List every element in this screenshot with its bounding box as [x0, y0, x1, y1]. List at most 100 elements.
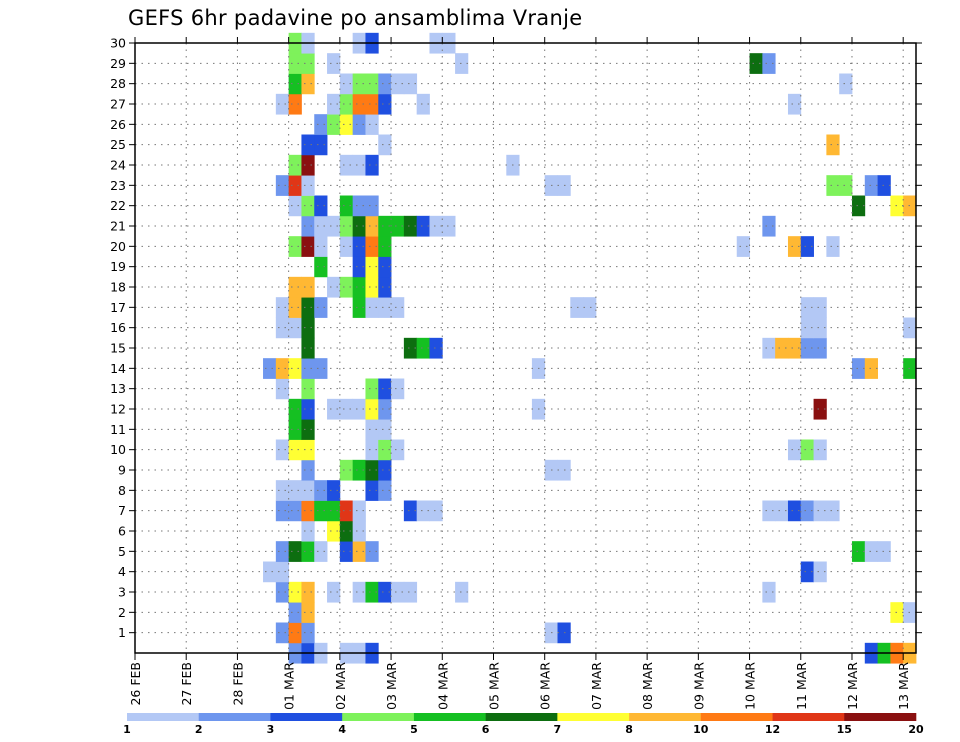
x-tick-label: 10 MAR [743, 662, 758, 710]
y-tick-label: 1 [118, 625, 126, 640]
heatmap-cell [365, 276, 379, 298]
heatmap-cell [263, 358, 277, 379]
heatmap-cell [378, 256, 392, 278]
heatmap-cell [288, 195, 302, 217]
heatmap-cell [288, 73, 302, 95]
heatmap-cell [352, 581, 366, 603]
heatmap-cell [455, 581, 469, 603]
heatmap-cell [864, 175, 878, 196]
x-tick-label: 07 MAR [589, 662, 604, 710]
x-tick-label: 08 MAR [640, 662, 655, 710]
heatmap-cell [762, 500, 776, 522]
heatmap-cell [365, 419, 379, 440]
heatmap-cell [339, 276, 354, 298]
x-tick-label: 01 MAR [282, 662, 297, 710]
heatmap-cell [826, 134, 840, 156]
heatmap-cell [301, 358, 315, 379]
heatmap-cell [378, 236, 392, 257]
heatmap-cell [275, 358, 290, 379]
heatmap-cell [429, 215, 443, 237]
y-tick-label: 25 [110, 137, 126, 152]
heatmap-cell [365, 215, 379, 237]
x-tick-label: 27 FEB [179, 662, 194, 706]
heatmap-cell [365, 541, 379, 562]
heatmap-cell [288, 358, 302, 379]
heatmap-cell [749, 53, 763, 74]
heatmap-cell [429, 500, 443, 522]
y-tick-label: 12 [110, 402, 126, 417]
heatmap-cell [339, 114, 354, 135]
heatmap-cell [301, 317, 315, 339]
heatmap-cell [301, 215, 315, 237]
x-tick-label: 04 MAR [435, 662, 450, 710]
heatmap-cell [314, 480, 328, 501]
heatmap-cell [800, 317, 814, 339]
y-tick-label: 3 [118, 585, 126, 600]
heatmap-cell [301, 581, 315, 603]
heatmap-cell [327, 520, 341, 542]
heatmap-cell [416, 215, 430, 237]
y-tick-label: 8 [118, 483, 126, 498]
heatmap-cell [301, 459, 315, 481]
heatmap-cell [275, 500, 290, 522]
heatmap-cell [378, 439, 392, 461]
y-tick-label: 24 [110, 158, 126, 173]
heatmap-cell [800, 297, 814, 318]
heatmap-cell [327, 215, 341, 237]
heatmap-cell [275, 541, 290, 562]
legend-label: 15 [837, 723, 852, 736]
heatmap-cell [365, 480, 379, 501]
y-tick-label: 19 [110, 259, 126, 274]
heatmap-cell [800, 439, 814, 461]
y-tick-label: 20 [110, 239, 126, 254]
heatmap-cell [327, 480, 341, 501]
heatmap-cell [275, 439, 290, 461]
heatmap-cell [301, 602, 315, 623]
heatmap-cell [275, 175, 290, 196]
heatmap-cell [365, 195, 379, 217]
heatmap-cell [352, 93, 366, 115]
heatmap-cell [787, 500, 802, 522]
heatmap-cell [352, 276, 366, 298]
heatmap-cell [301, 419, 315, 440]
heatmap-cell [314, 256, 328, 278]
y-tick-label: 9 [118, 463, 126, 478]
legend-label: 12 [765, 723, 780, 736]
heatmap-cell [365, 581, 379, 603]
x-tick-label: 12 MAR [845, 662, 860, 710]
heatmap-cell [327, 500, 341, 522]
x-tick-label: 11 MAR [794, 662, 809, 710]
color-legend: 1 2 3 4 5 6 7 8 10 12 15 20 [123, 713, 924, 736]
heatmap-cell [327, 276, 341, 298]
heatmap-cell [762, 581, 776, 603]
heatmap-cells [263, 32, 917, 664]
heatmap-cell [301, 73, 315, 95]
legend-swatch [772, 713, 845, 721]
y-tick-label: 2 [118, 605, 126, 620]
heatmap-cell [391, 378, 405, 400]
heatmap-cell [288, 276, 302, 298]
y-tick-label: 30 [110, 36, 126, 51]
heatmap-cell [365, 398, 379, 420]
x-tick-label: 26 FEB [128, 662, 143, 706]
heatmap-cell [877, 541, 891, 562]
legend-swatch [485, 713, 558, 721]
heatmap-cell [877, 175, 891, 196]
y-tick-label: 5 [118, 544, 126, 559]
heatmap-cell [275, 581, 290, 603]
heatmap-cell [864, 358, 878, 379]
heatmap-cell [391, 297, 405, 318]
y-tick-label: 11 [110, 422, 126, 437]
heatmap-cell [378, 73, 392, 95]
heatmap-cell [352, 500, 366, 522]
legend-label: 6 [482, 723, 490, 736]
legend-label: 5 [410, 723, 418, 736]
heatmap-cell [327, 581, 341, 603]
heatmap-cell [301, 622, 315, 644]
heatmap-cell [327, 398, 341, 420]
heatmap-cell [851, 541, 866, 562]
heatmap-cell [775, 500, 789, 522]
y-tick-label: 18 [110, 280, 126, 295]
heatmap-cell [570, 297, 584, 318]
y-tick-label: 17 [110, 300, 126, 315]
